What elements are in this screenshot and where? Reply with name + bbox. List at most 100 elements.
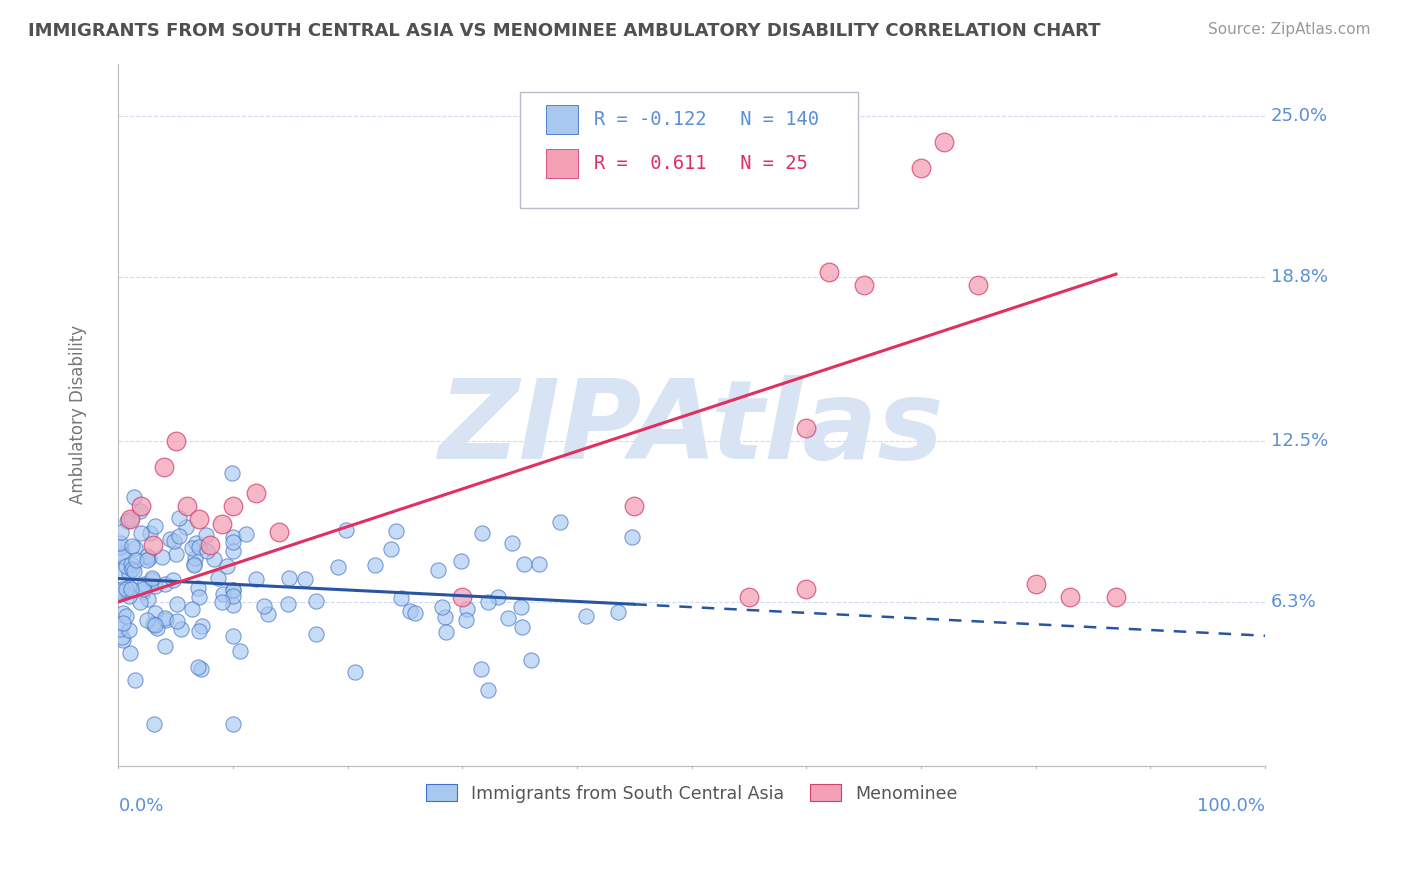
Point bbox=[222, 499, 245, 513]
Point bbox=[222, 544, 245, 558]
Point bbox=[181, 541, 204, 555]
Point bbox=[738, 590, 761, 604]
Point bbox=[253, 599, 276, 613]
Point bbox=[510, 600, 533, 615]
Point bbox=[187, 581, 209, 595]
Point bbox=[1105, 590, 1128, 604]
Point bbox=[136, 552, 159, 566]
Point bbox=[174, 520, 197, 534]
Point bbox=[471, 525, 494, 540]
Point bbox=[477, 682, 499, 697]
Point bbox=[194, 528, 217, 542]
Point bbox=[124, 565, 146, 579]
Point bbox=[165, 548, 187, 562]
Point bbox=[129, 595, 152, 609]
Point bbox=[129, 504, 152, 518]
Point bbox=[235, 527, 257, 541]
Point bbox=[184, 551, 207, 566]
Point bbox=[124, 553, 146, 567]
Point bbox=[153, 576, 176, 591]
Point bbox=[398, 604, 420, 618]
Point bbox=[131, 499, 153, 513]
Point bbox=[222, 583, 245, 598]
Point bbox=[198, 538, 221, 552]
Point bbox=[138, 550, 160, 565]
Point bbox=[187, 660, 209, 674]
Text: 12.5%: 12.5% bbox=[1271, 432, 1329, 450]
Point bbox=[433, 610, 456, 624]
Point bbox=[245, 485, 267, 500]
Point bbox=[122, 490, 145, 504]
Point bbox=[118, 646, 141, 660]
Point bbox=[575, 609, 598, 624]
Point bbox=[121, 539, 143, 553]
Point bbox=[229, 644, 252, 658]
Point bbox=[256, 607, 278, 622]
Point bbox=[118, 580, 141, 594]
Point bbox=[910, 161, 932, 175]
Point bbox=[404, 606, 426, 620]
Point bbox=[183, 558, 205, 572]
Point bbox=[134, 577, 156, 591]
Text: 18.8%: 18.8% bbox=[1271, 268, 1327, 286]
Point bbox=[155, 639, 177, 653]
Point bbox=[166, 597, 188, 611]
Text: 25.0%: 25.0% bbox=[1271, 107, 1327, 125]
Point bbox=[451, 590, 474, 604]
Point bbox=[120, 557, 142, 571]
Point bbox=[217, 559, 239, 574]
Point bbox=[184, 536, 207, 550]
Point bbox=[143, 717, 166, 731]
Point bbox=[166, 615, 188, 629]
Point bbox=[426, 563, 449, 577]
Point bbox=[389, 591, 412, 606]
Point bbox=[796, 421, 818, 435]
Point bbox=[222, 535, 245, 549]
Point bbox=[202, 551, 225, 566]
Point bbox=[335, 524, 357, 538]
Point bbox=[120, 511, 142, 525]
Point bbox=[145, 606, 167, 620]
Point bbox=[145, 622, 167, 636]
Point bbox=[501, 536, 523, 550]
Point bbox=[796, 582, 818, 596]
Text: IMMIGRANTS FROM SOUTH CENTRAL ASIA VS MENOMINEE AMBULATORY DISABILITY CORRELATIO: IMMIGRANTS FROM SOUTH CENTRAL ASIA VS ME… bbox=[28, 22, 1101, 40]
Point bbox=[222, 717, 245, 731]
Point bbox=[108, 584, 131, 599]
Point bbox=[118, 623, 141, 637]
Point bbox=[124, 673, 146, 688]
Point bbox=[181, 602, 204, 616]
Point bbox=[527, 557, 550, 571]
Point bbox=[111, 549, 134, 563]
Point bbox=[187, 624, 209, 638]
Point bbox=[245, 572, 267, 586]
Point bbox=[477, 595, 499, 609]
Point bbox=[513, 557, 536, 571]
Point bbox=[108, 622, 131, 636]
Point bbox=[222, 583, 245, 598]
Point bbox=[111, 606, 134, 620]
Point bbox=[176, 499, 198, 513]
Point bbox=[108, 541, 131, 555]
Legend: Immigrants from South Central Asia, Menominee: Immigrants from South Central Asia, Meno… bbox=[419, 778, 965, 810]
Point bbox=[165, 434, 187, 448]
Point bbox=[115, 608, 138, 623]
Point bbox=[142, 538, 165, 552]
Point bbox=[131, 526, 153, 541]
Point bbox=[510, 620, 533, 634]
Point bbox=[498, 611, 520, 625]
Point bbox=[131, 582, 153, 596]
Point bbox=[195, 543, 218, 558]
Point bbox=[434, 624, 457, 639]
Point bbox=[167, 528, 190, 542]
Text: 6.3%: 6.3% bbox=[1271, 593, 1316, 611]
Point bbox=[114, 559, 136, 574]
Point bbox=[136, 591, 159, 606]
Point bbox=[141, 616, 163, 631]
Point bbox=[212, 587, 235, 601]
Point bbox=[222, 598, 245, 612]
Text: Ambulatory Disability: Ambulatory Disability bbox=[69, 326, 87, 504]
Point bbox=[486, 590, 509, 604]
Point bbox=[141, 571, 163, 585]
Point bbox=[432, 599, 454, 614]
